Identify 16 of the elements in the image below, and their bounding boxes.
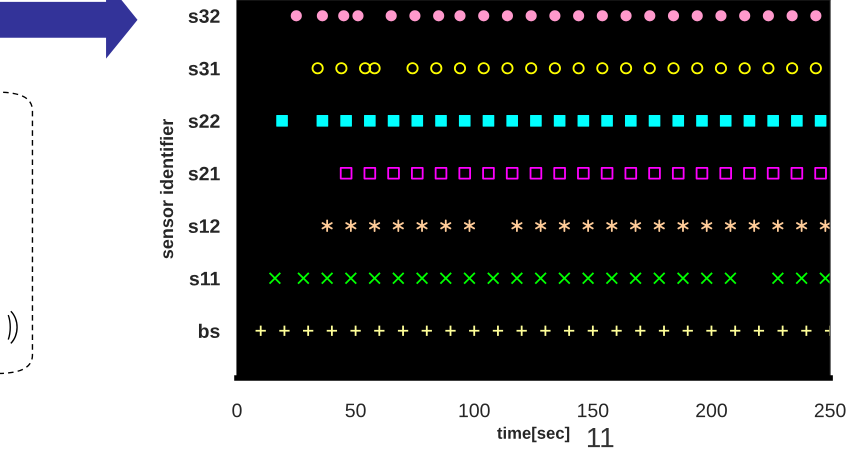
x-tick-label: 250 bbox=[814, 404, 846, 418]
x-tick-label: 200 bbox=[696, 404, 727, 418]
y-tick-label: bs bbox=[198, 324, 220, 338]
x-axis-title: time[sec] bbox=[497, 426, 570, 442]
x-tick-label: 150 bbox=[578, 404, 608, 418]
x-tick-label: 50 bbox=[346, 404, 366, 418]
y-tick-label: s22 bbox=[188, 114, 220, 128]
text: 11 bbox=[588, 428, 614, 448]
y-tick-label: s31 bbox=[188, 62, 220, 76]
y-tick-label: s21 bbox=[188, 166, 220, 180]
y-axis-title: sensor identifier bbox=[160, 119, 174, 259]
x-tick-label: 0 bbox=[232, 404, 242, 418]
y-tick-label: s32 bbox=[188, 9, 220, 24]
y-tick-label: s11 bbox=[190, 272, 220, 286]
y-tick-label: s12 bbox=[188, 219, 220, 233]
x-tick-label: 100 bbox=[459, 404, 490, 418]
